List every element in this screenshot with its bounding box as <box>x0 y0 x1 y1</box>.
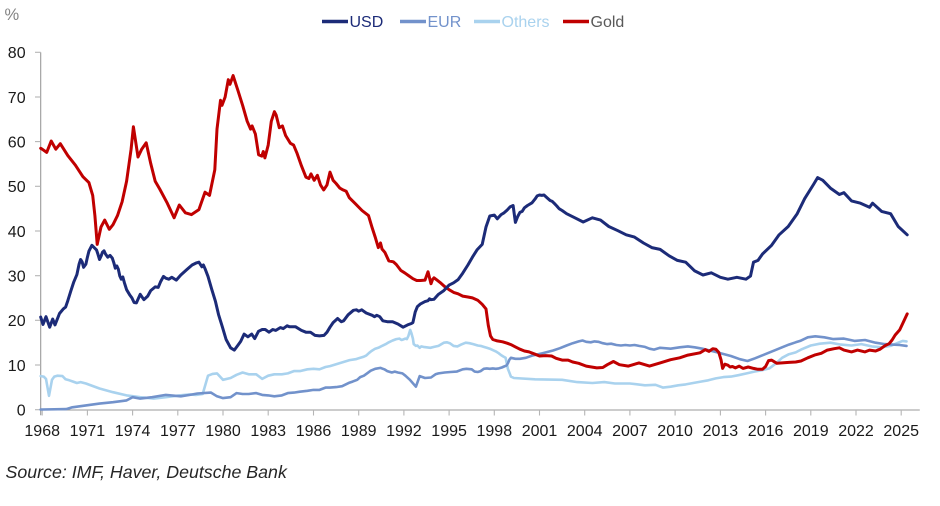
svg-text:1995: 1995 <box>431 423 467 440</box>
svg-text:80: 80 <box>8 45 26 62</box>
svg-text:1968: 1968 <box>24 423 60 440</box>
svg-text:50: 50 <box>8 179 26 196</box>
svg-text:2025: 2025 <box>883 423 919 440</box>
svg-text:2019: 2019 <box>793 423 829 440</box>
svg-text:2001: 2001 <box>522 423 558 440</box>
svg-text:1977: 1977 <box>160 423 196 440</box>
svg-text:40: 40 <box>8 224 26 241</box>
svg-text:20: 20 <box>8 313 26 330</box>
svg-text:2007: 2007 <box>612 423 648 440</box>
svg-text:%: % <box>5 6 20 24</box>
svg-text:EUR: EUR <box>428 14 462 31</box>
svg-text:30: 30 <box>8 269 26 286</box>
svg-text:1983: 1983 <box>250 423 286 440</box>
svg-text:1974: 1974 <box>115 423 151 440</box>
svg-text:2022: 2022 <box>838 423 874 440</box>
svg-text:10: 10 <box>8 358 26 375</box>
svg-text:2016: 2016 <box>748 423 784 440</box>
svg-text:2010: 2010 <box>657 423 693 440</box>
svg-text:Gold: Gold <box>591 14 625 31</box>
svg-text:Others: Others <box>502 14 550 31</box>
svg-text:USD: USD <box>350 14 384 31</box>
svg-text:1971: 1971 <box>70 423 106 440</box>
svg-text:1992: 1992 <box>386 423 422 440</box>
svg-text:1980: 1980 <box>205 423 241 440</box>
svg-text:60: 60 <box>8 134 26 151</box>
svg-text:2013: 2013 <box>703 423 739 440</box>
svg-text:70: 70 <box>8 90 26 107</box>
svg-text:2004: 2004 <box>567 423 603 440</box>
svg-text:1986: 1986 <box>296 423 332 440</box>
svg-text:Source: IMF, Haver, Deutsche B: Source: IMF, Haver, Deutsche Bank <box>6 462 288 482</box>
svg-text:0: 0 <box>17 403 26 420</box>
svg-text:1998: 1998 <box>477 423 513 440</box>
svg-text:1989: 1989 <box>341 423 377 440</box>
